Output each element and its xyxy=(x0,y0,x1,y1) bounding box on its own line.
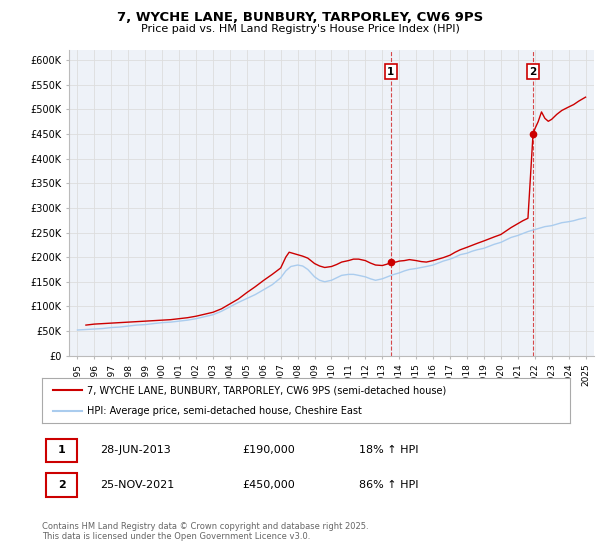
Text: Price paid vs. HM Land Registry's House Price Index (HPI): Price paid vs. HM Land Registry's House … xyxy=(140,24,460,34)
Text: £450,000: £450,000 xyxy=(242,480,295,490)
Text: 25-NOV-2021: 25-NOV-2021 xyxy=(100,480,175,490)
Text: 7, WYCHE LANE, BUNBURY, TARPORLEY, CW6 9PS: 7, WYCHE LANE, BUNBURY, TARPORLEY, CW6 9… xyxy=(117,11,483,24)
Text: £190,000: £190,000 xyxy=(242,445,295,455)
Text: HPI: Average price, semi-detached house, Cheshire East: HPI: Average price, semi-detached house,… xyxy=(87,405,362,416)
Text: 1: 1 xyxy=(58,445,65,455)
Text: 2: 2 xyxy=(529,67,536,77)
Text: 18% ↑ HPI: 18% ↑ HPI xyxy=(359,445,418,455)
Text: 28-JUN-2013: 28-JUN-2013 xyxy=(100,445,171,455)
FancyBboxPatch shape xyxy=(46,473,77,497)
Text: 2: 2 xyxy=(58,480,65,490)
Text: 7, WYCHE LANE, BUNBURY, TARPORLEY, CW6 9PS (semi-detached house): 7, WYCHE LANE, BUNBURY, TARPORLEY, CW6 9… xyxy=(87,385,446,395)
Text: Contains HM Land Registry data © Crown copyright and database right 2025.
This d: Contains HM Land Registry data © Crown c… xyxy=(42,522,368,542)
Text: 86% ↑ HPI: 86% ↑ HPI xyxy=(359,480,418,490)
FancyBboxPatch shape xyxy=(46,438,77,462)
Text: 1: 1 xyxy=(387,67,394,77)
